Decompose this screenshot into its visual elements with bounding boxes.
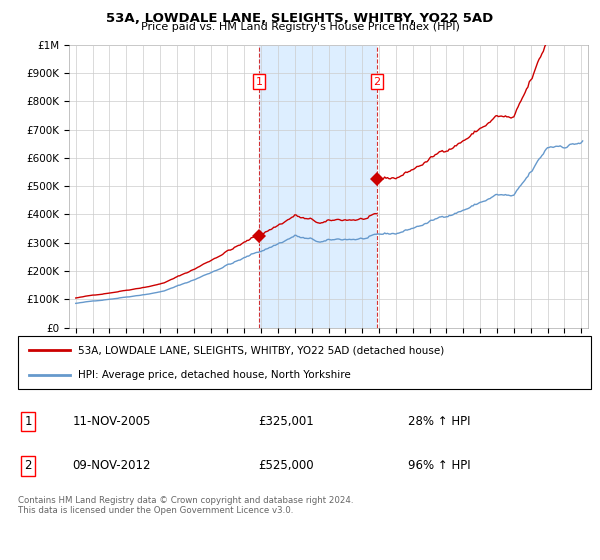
Text: Contains HM Land Registry data © Crown copyright and database right 2024.
This d: Contains HM Land Registry data © Crown c… (18, 496, 353, 515)
Text: 2: 2 (373, 77, 380, 87)
Text: 53A, LOWDALE LANE, SLEIGHTS, WHITBY, YO22 5AD: 53A, LOWDALE LANE, SLEIGHTS, WHITBY, YO2… (106, 12, 494, 25)
Text: Price paid vs. HM Land Registry's House Price Index (HPI): Price paid vs. HM Land Registry's House … (140, 22, 460, 32)
Text: 2: 2 (25, 459, 32, 473)
Text: 28% ↑ HPI: 28% ↑ HPI (407, 415, 470, 428)
Text: 1: 1 (256, 77, 262, 87)
Text: 09-NOV-2012: 09-NOV-2012 (73, 459, 151, 473)
Text: 53A, LOWDALE LANE, SLEIGHTS, WHITBY, YO22 5AD (detached house): 53A, LOWDALE LANE, SLEIGHTS, WHITBY, YO2… (78, 346, 445, 356)
Text: 1: 1 (25, 415, 32, 428)
FancyBboxPatch shape (18, 336, 591, 389)
Text: 11-NOV-2005: 11-NOV-2005 (73, 415, 151, 428)
Text: HPI: Average price, detached house, North Yorkshire: HPI: Average price, detached house, Nort… (78, 370, 351, 380)
Text: 96% ↑ HPI: 96% ↑ HPI (407, 459, 470, 473)
Bar (259, 45, 377, 328)
Text: £325,001: £325,001 (259, 415, 314, 428)
Text: £525,000: £525,000 (259, 459, 314, 473)
